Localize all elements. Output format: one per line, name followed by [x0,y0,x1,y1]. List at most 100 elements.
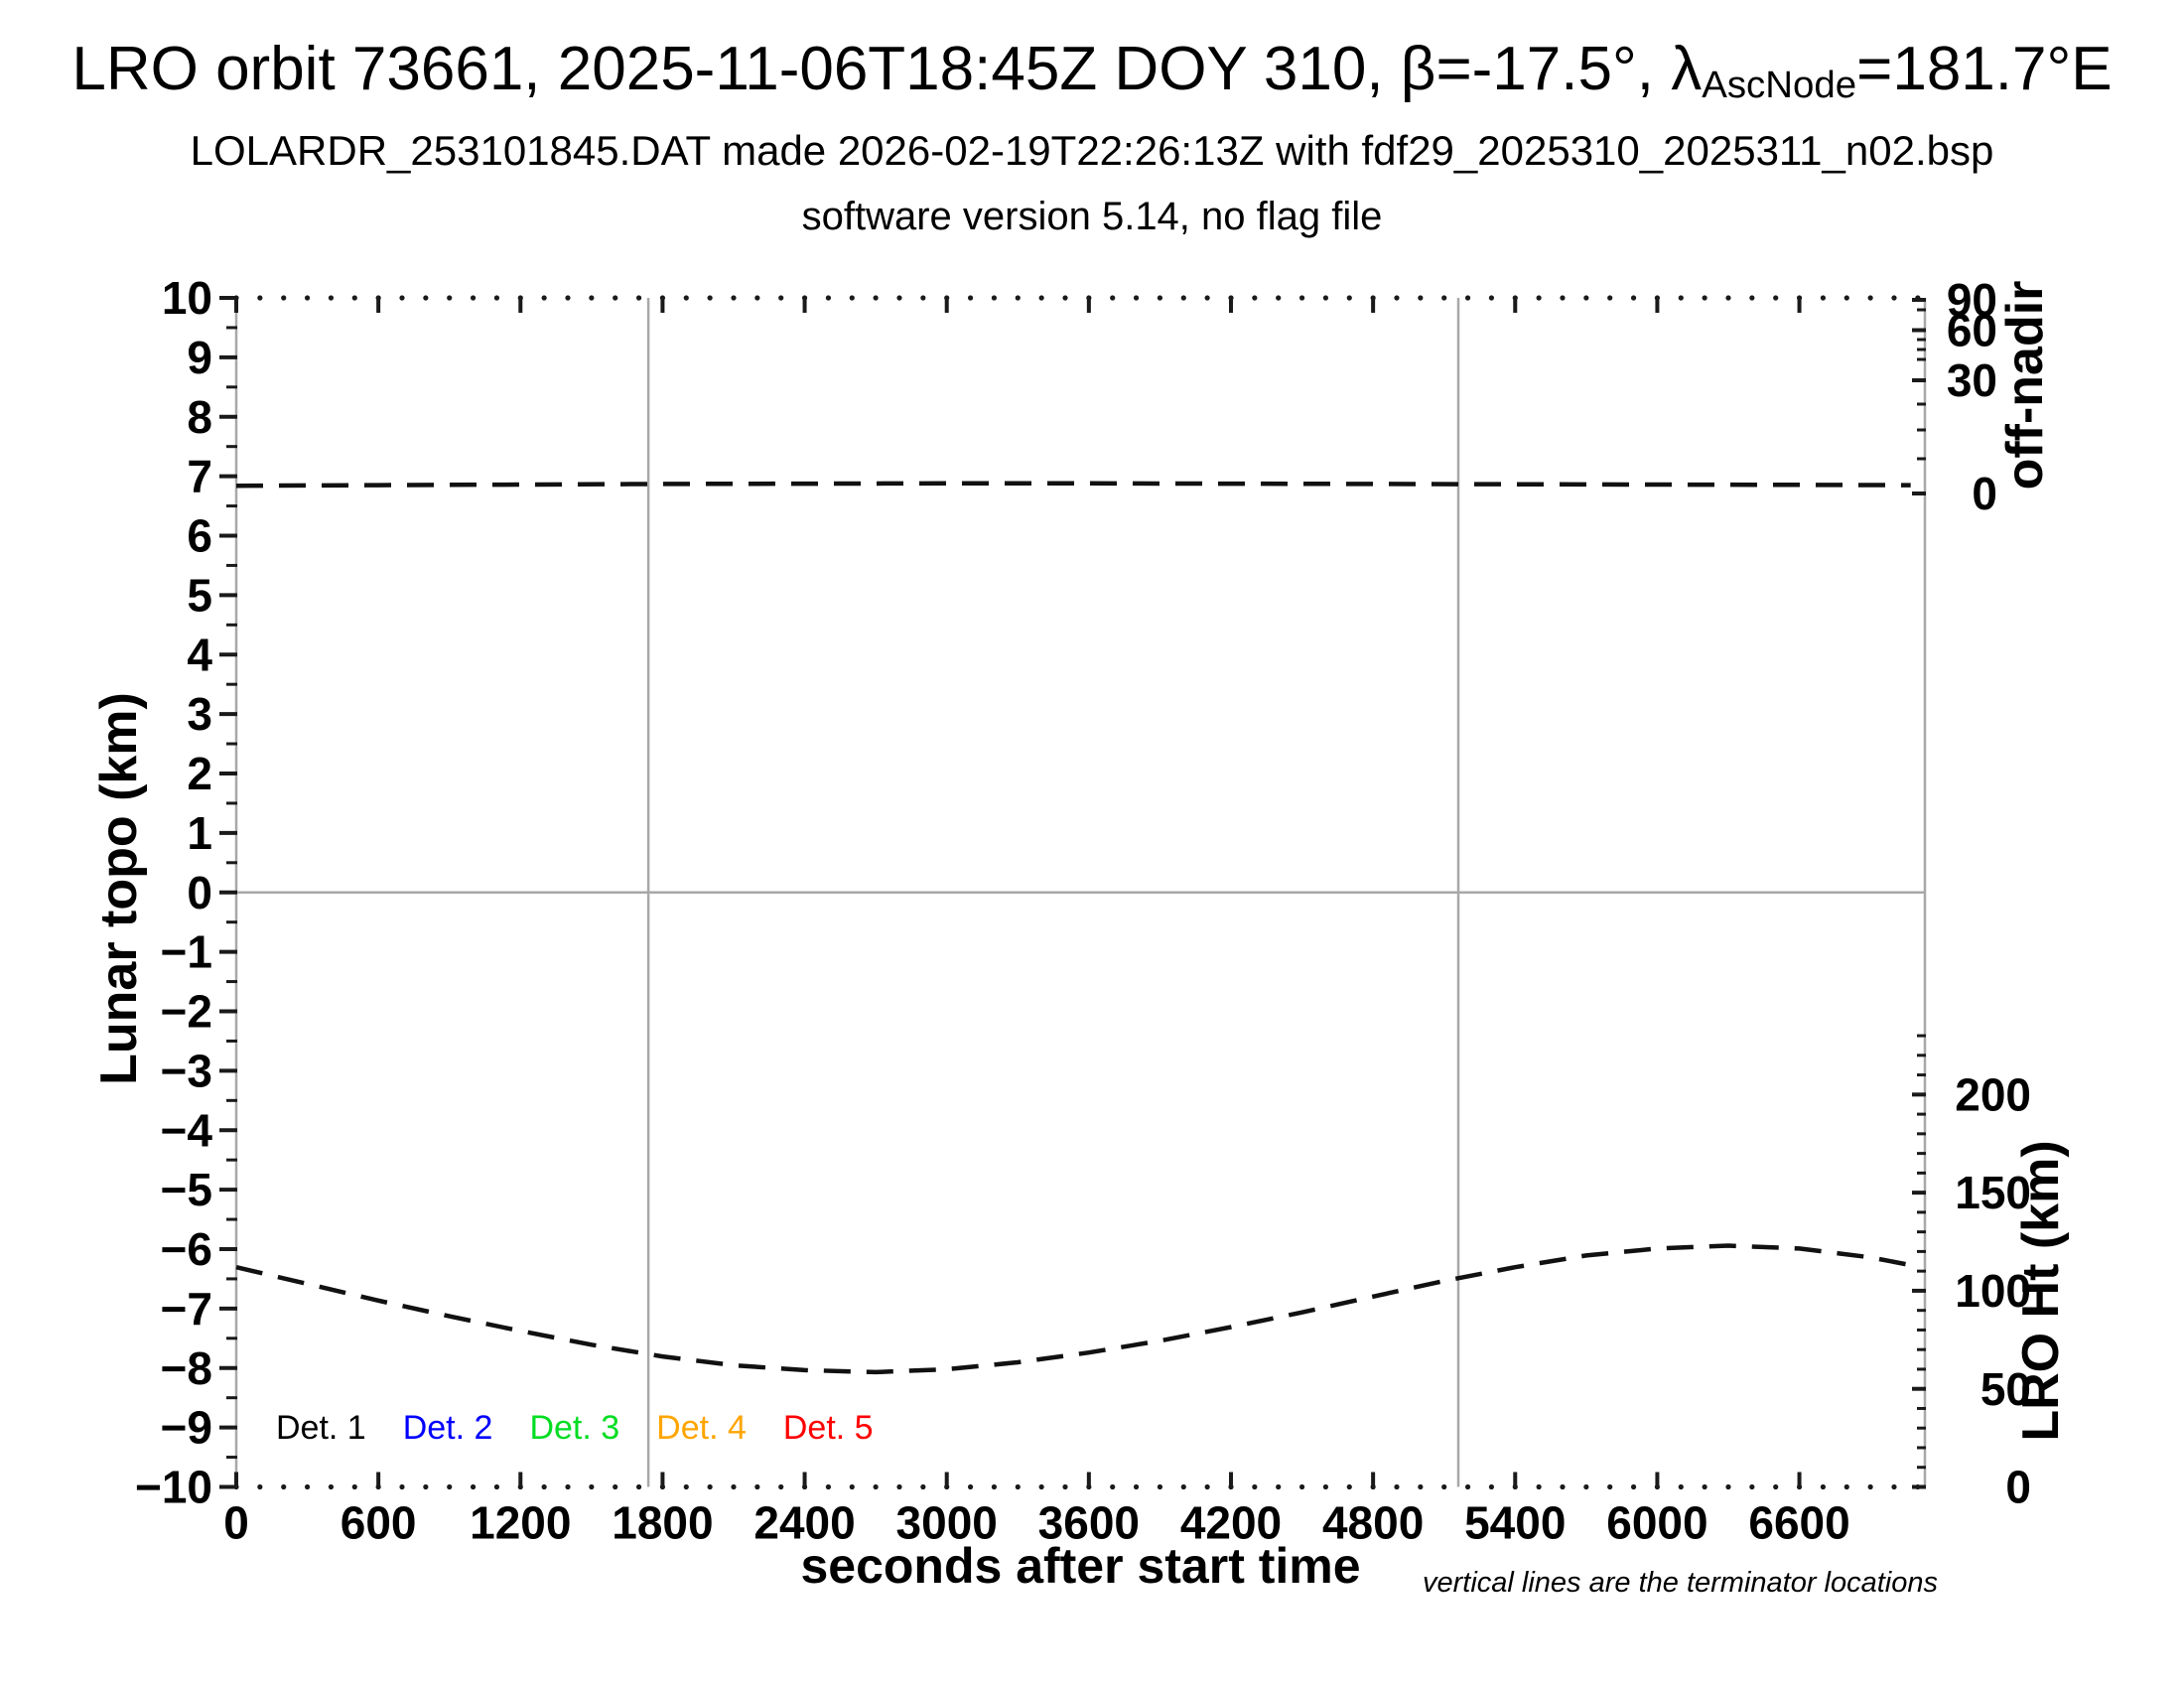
legend-item: Det. 2 [402,1409,493,1447]
x-minor-tick [541,1483,547,1490]
x-minor-tick [1394,1483,1400,1490]
x-minor-tick [1725,1483,1731,1490]
y-left-tick-label: −3 [161,1045,212,1096]
x-minor-tick [896,1483,902,1490]
x-minor-tick-top [447,295,453,301]
x-minor-tick-top [896,295,902,301]
x-minor-tick-top [1298,295,1305,301]
x-minor-tick [470,1483,477,1490]
x-minor-tick [1157,1483,1163,1490]
x-minor-tick-top [423,295,429,301]
x-minor-tick-top [613,295,618,301]
x-minor-tick [1346,1483,1352,1490]
x-tick-label: 5400 [1464,1497,1566,1549]
x-minor-tick [423,1483,429,1490]
chart-title-subscript: AscNode [1702,64,1857,107]
y-left-tick-label: −4 [161,1104,213,1156]
x-minor-tick-top [304,295,311,301]
y-left-tick-label: 9 [187,332,212,383]
x-minor-tick [1607,1483,1613,1490]
x-minor-tick [1891,1483,1897,1490]
x-minor-tick [613,1483,618,1490]
x-minor-tick [1867,1483,1873,1490]
y-left-tick-label: −8 [161,1342,212,1394]
x-minor-tick-top [1678,295,1684,301]
y-left-tick-label: 10 [162,272,212,324]
x-minor-tick-top [1180,295,1186,301]
legend-item: Det. 5 [782,1409,874,1447]
x-minor-tick-top [1418,295,1424,301]
y-left-tick-label: 3 [187,688,212,740]
x-minor-tick [1252,1483,1258,1490]
legend-item: Det. 4 [656,1409,747,1447]
x-minor-tick-top [1110,295,1116,301]
x-minor-tick-top [281,295,287,301]
offnadir-tick-label: 60 [1947,305,1997,356]
x-minor-tick [1773,1483,1779,1490]
y-left-tick-label: −6 [161,1223,212,1275]
x-minor-tick [1015,1483,1021,1490]
x-minor-tick-top [1749,295,1755,301]
x-minor-tick-top [541,295,547,301]
x-minor-tick-top [1773,295,1779,301]
x-minor-tick-top [1322,295,1329,301]
off-nadir-curve [235,481,1911,489]
x-minor-tick [351,1483,357,1490]
x-minor-tick-top [1204,295,1210,301]
x-minor-tick [754,1483,760,1490]
x-tick-label: 0 [223,1497,249,1549]
x-minor-tick [1630,1483,1637,1490]
x-minor-tick-top [707,295,713,301]
x-minor-tick-top [1583,295,1589,301]
y-left-tick-label: −10 [135,1462,212,1513]
offnadir-tick-label: 0 [1972,468,1997,519]
x-minor-tick-top [1157,295,1163,301]
x-minor-tick-top [754,295,760,301]
x-minor-tick [1441,1483,1447,1490]
x-minor-tick [1298,1483,1305,1490]
y-axis-label-lro-height: LRO Ht (km) [2012,1140,2070,1442]
x-minor-tick [1322,1483,1329,1490]
x-minor-tick [1133,1483,1140,1490]
x-minor-tick [328,1483,335,1490]
x-minor-tick-top [1015,295,1021,301]
x-minor-tick-top [1630,295,1637,301]
x-minor-tick [1418,1483,1424,1490]
detector-legend: Det. 1 Det. 2 Det. 3 Det. 4 Det. 5 [276,1409,874,1448]
chart-subtitle-software: software version 5.14, no flag file [801,195,1383,238]
x-minor-tick [257,1483,263,1490]
x-minor-tick-top [399,295,405,301]
x-tick-label: 4800 [1322,1497,1424,1549]
x-minor-tick-top [565,295,571,301]
x-minor-tick-top [1038,295,1044,301]
x-minor-tick-top [1252,295,1258,301]
y-left-tick-label: 2 [187,748,212,799]
x-minor-tick [1560,1483,1566,1490]
y-left-tick-label: 1 [187,807,212,859]
x-minor-tick [1583,1483,1589,1490]
x-minor-tick [1110,1483,1116,1490]
x-minor-tick [1204,1483,1210,1490]
x-minor-tick-top [351,295,357,301]
legend-item: Det. 1 [276,1409,366,1447]
lro-ht-tick-label: 150 [1955,1167,2031,1218]
x-minor-tick-top [1133,295,1140,301]
x-minor-tick [707,1483,713,1490]
x-minor-tick-top [967,295,974,301]
x-minor-tick [873,1483,879,1490]
x-minor-tick-top [1867,295,1873,301]
y-left-tick-label: 8 [187,391,212,443]
x-minor-tick-top [1891,295,1897,301]
x-minor-tick-top [1702,295,1707,301]
x-minor-tick [1820,1483,1827,1490]
x-minor-tick-top [1488,295,1495,301]
x-minor-tick [683,1483,689,1490]
x-minor-tick-top [683,295,689,301]
x-minor-tick [447,1483,453,1490]
x-minor-tick [589,1483,595,1490]
x-minor-tick [731,1483,737,1490]
x-tick-label: 4200 [1180,1497,1282,1549]
x-minor-tick-top [635,295,642,301]
